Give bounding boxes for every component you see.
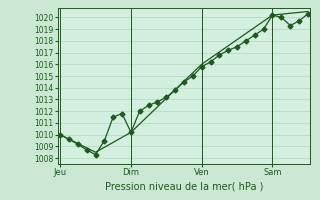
X-axis label: Pression niveau de la mer( hPa ): Pression niveau de la mer( hPa ) (105, 181, 263, 191)
